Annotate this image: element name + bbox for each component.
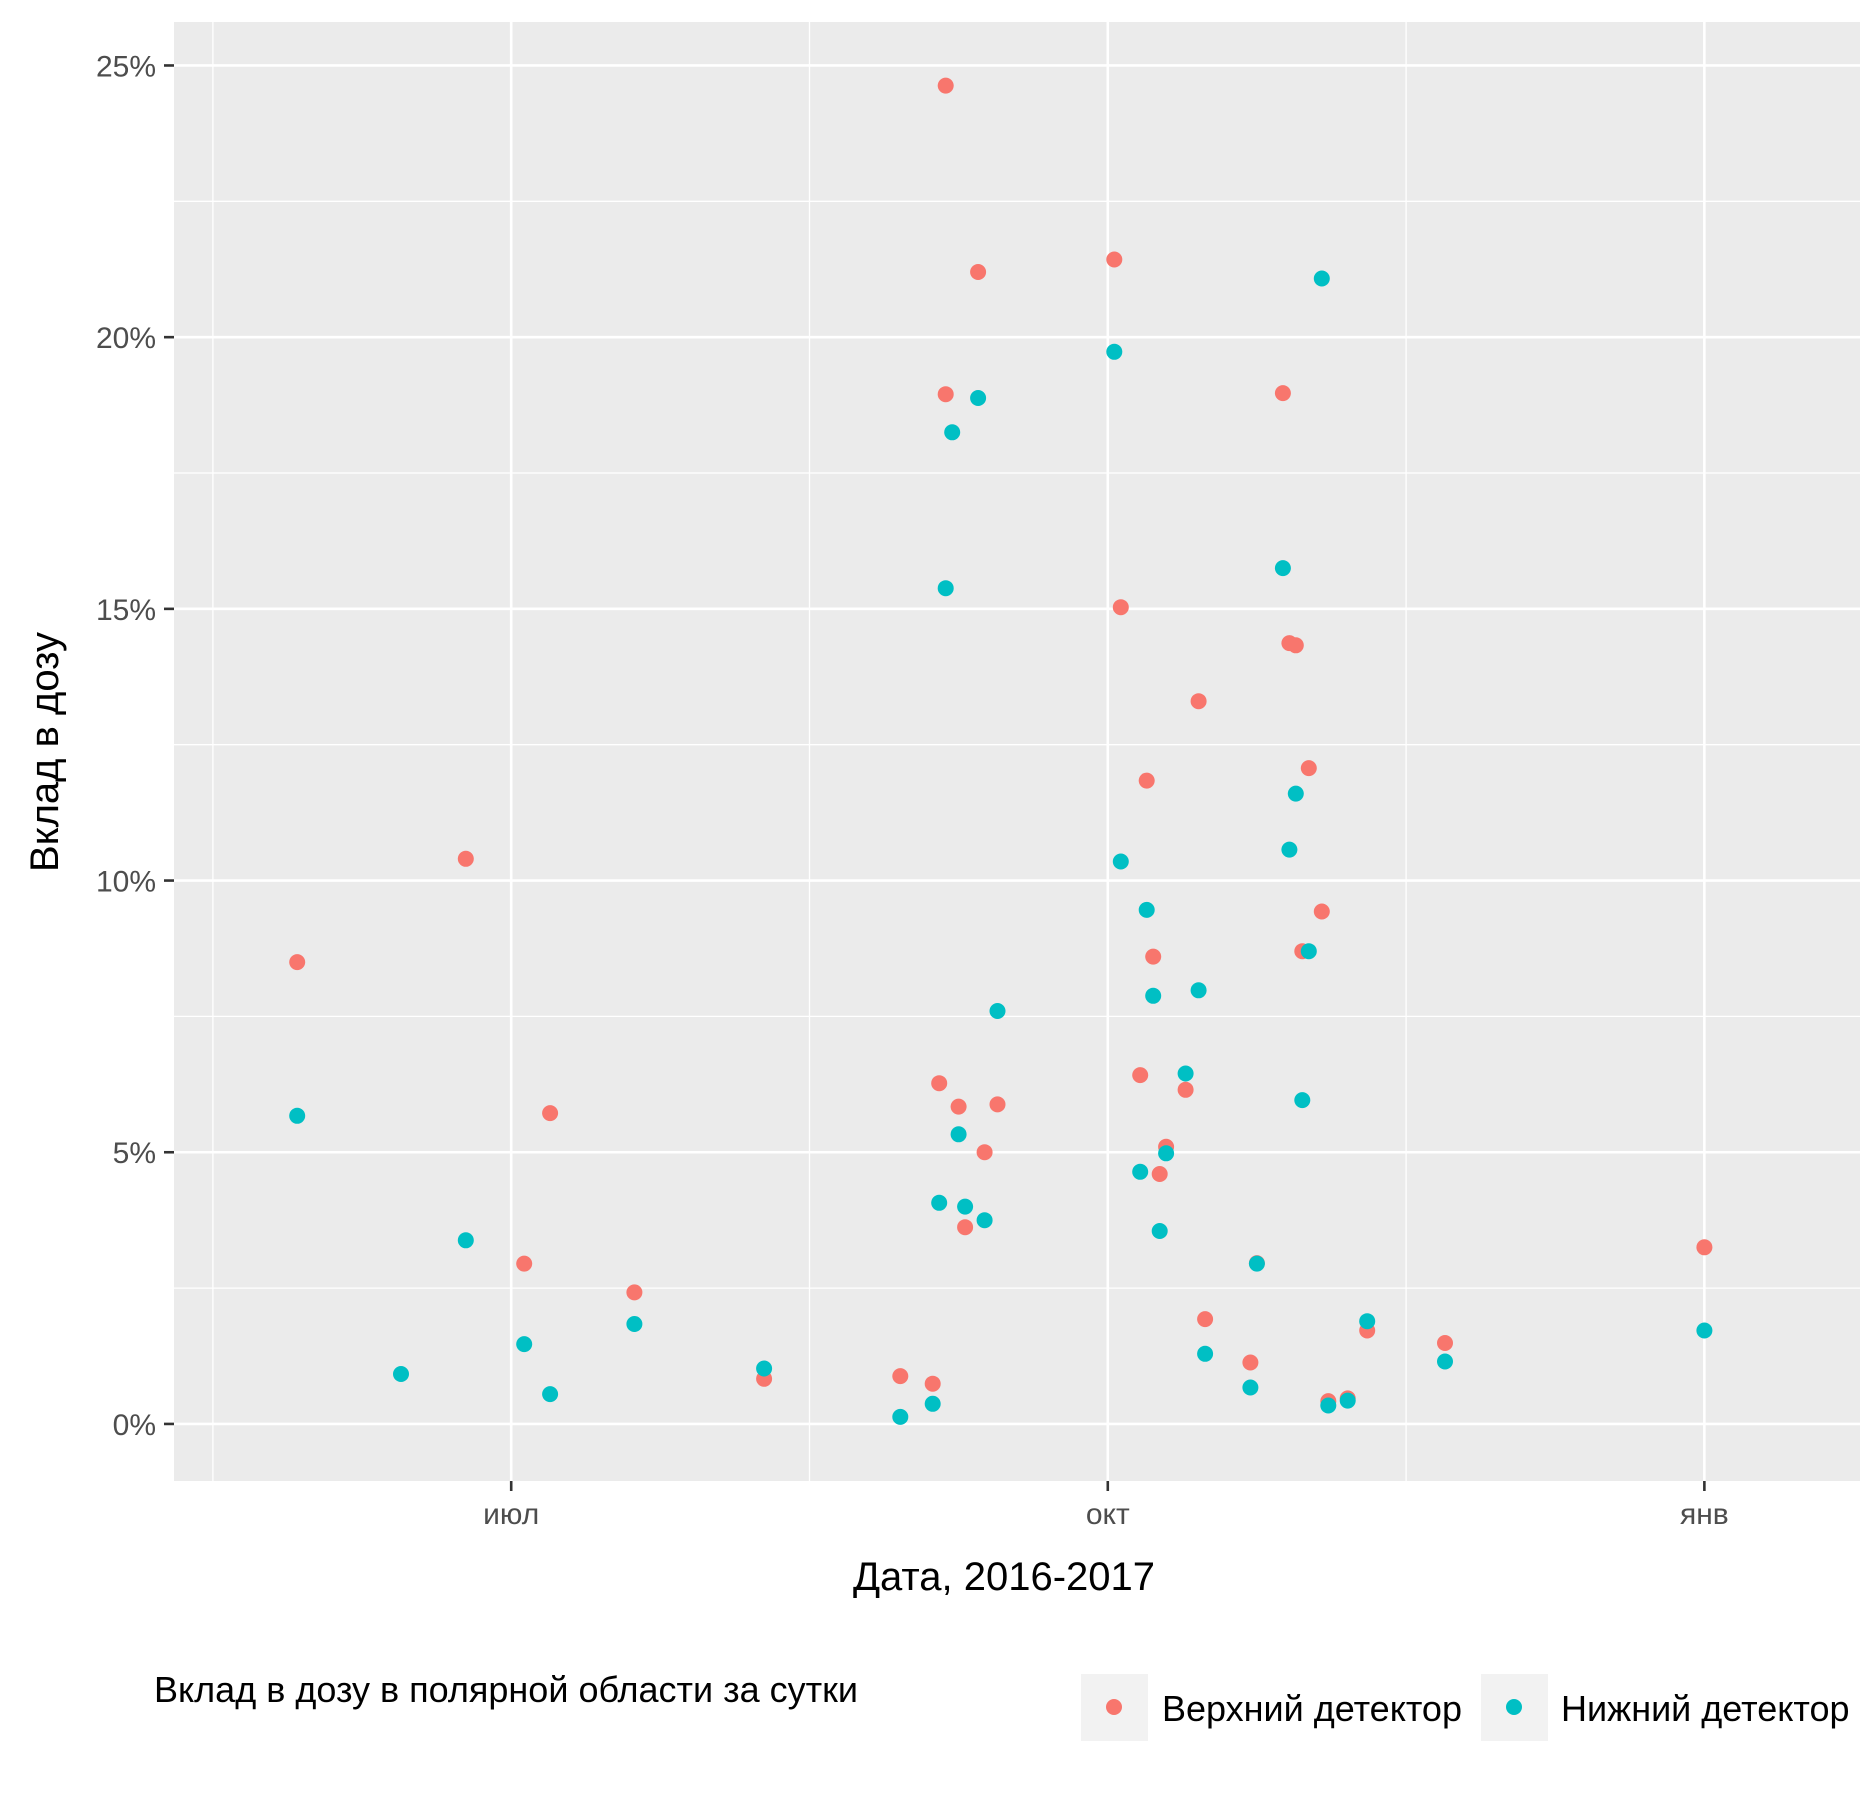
data-point-lower-detector — [1313, 270, 1330, 287]
data-point-upper-detector — [892, 1368, 909, 1385]
y-tick-label: 5% — [113, 1137, 156, 1170]
data-point-upper-detector — [1132, 1067, 1149, 1084]
data-point-lower-detector — [1696, 1322, 1713, 1339]
data-point-upper-detector — [1177, 1081, 1194, 1098]
x-tick-label: окт — [1086, 1498, 1130, 1531]
y-tick-label: 25% — [96, 50, 156, 83]
data-point-lower-detector — [1274, 560, 1291, 577]
data-point-lower-detector — [1145, 987, 1162, 1004]
data-point-lower-detector — [944, 424, 961, 441]
data-point-lower-detector — [1132, 1163, 1149, 1180]
data-point-upper-detector — [289, 954, 306, 971]
data-point-upper-detector — [957, 1219, 974, 1236]
data-point-lower-detector — [1138, 901, 1155, 918]
data-point-upper-detector — [1437, 1335, 1453, 1351]
data-point-upper-detector — [937, 386, 954, 403]
data-point-upper-detector — [1274, 385, 1291, 402]
data-point-upper-detector — [1112, 599, 1129, 616]
x-axis-title: Дата, 2016-2017 — [853, 1555, 1155, 1599]
x-tick-label: июл — [483, 1498, 539, 1531]
data-point-lower-detector — [1287, 785, 1304, 802]
data-point-upper-detector — [457, 850, 474, 867]
data-point-lower-detector — [976, 1212, 993, 1229]
data-point-lower-detector — [1158, 1145, 1175, 1162]
data-point-upper-detector — [1151, 1166, 1168, 1182]
data-point-upper-detector — [976, 1144, 993, 1161]
data-point-lower-detector — [950, 1126, 967, 1143]
data-point-lower-detector — [1177, 1065, 1194, 1082]
y-tick-label: 0% — [113, 1409, 156, 1442]
data-point-lower-detector — [1151, 1223, 1168, 1239]
data-point-lower-detector — [626, 1316, 643, 1332]
data-point-upper-detector — [937, 77, 954, 94]
data-point-lower-detector — [289, 1107, 306, 1124]
data-point-lower-detector — [1320, 1397, 1337, 1414]
data-point-lower-detector — [989, 1003, 1006, 1019]
data-point-lower-detector — [1112, 853, 1129, 870]
data-point-lower-detector — [957, 1198, 974, 1215]
data-point-upper-detector — [950, 1098, 967, 1115]
data-point-lower-detector — [1300, 943, 1317, 960]
data-point-lower-detector — [970, 390, 987, 406]
data-point-upper-detector — [626, 1284, 643, 1301]
data-point-upper-detector — [1300, 760, 1317, 777]
data-points — [289, 77, 1713, 1425]
data-point-lower-detector — [931, 1194, 948, 1211]
data-point-upper-detector — [931, 1075, 948, 1092]
legend-key-upper-detector — [1106, 1699, 1122, 1715]
data-point-lower-detector — [1106, 343, 1123, 360]
data-point-upper-detector — [1190, 693, 1207, 710]
data-point-upper-detector — [1145, 948, 1162, 965]
y-tick-label: 20% — [96, 322, 156, 355]
data-point-upper-detector — [1242, 1354, 1259, 1371]
data-point-lower-detector — [1294, 1092, 1311, 1109]
plot-panel — [174, 22, 1860, 1481]
data-point-lower-detector — [892, 1408, 909, 1425]
data-point-upper-detector — [1287, 637, 1304, 654]
data-point-lower-detector — [1197, 1345, 1214, 1362]
minor-gridlines — [174, 22, 1860, 1481]
legend: Вклад в дозу в полярной области за сутки… — [154, 1669, 1850, 1741]
data-point-lower-detector — [756, 1360, 773, 1377]
major-gridlines — [174, 22, 1860, 1481]
data-point-lower-detector — [516, 1336, 533, 1353]
y-tick-label: 10% — [96, 866, 156, 899]
data-point-lower-detector — [1437, 1353, 1453, 1370]
data-point-lower-detector — [1339, 1392, 1356, 1409]
data-point-upper-detector — [924, 1375, 941, 1392]
legend-title: Вклад в дозу в полярной области за сутки — [154, 1669, 858, 1710]
axes: 0% 5% 10% 15% 20% 25% июл окт янв — [96, 50, 1729, 1531]
x-tick-label: янв — [1680, 1498, 1729, 1531]
data-point-upper-detector — [1106, 251, 1123, 268]
data-point-upper-detector — [1696, 1239, 1713, 1256]
data-point-lower-detector — [542, 1386, 559, 1403]
data-point-lower-detector — [1359, 1313, 1376, 1330]
data-point-lower-detector — [924, 1395, 941, 1412]
data-point-lower-detector — [1242, 1379, 1259, 1396]
data-point-lower-detector — [393, 1366, 409, 1382]
data-point-lower-detector — [457, 1232, 474, 1249]
data-point-upper-detector — [970, 264, 987, 280]
data-point-lower-detector — [1248, 1255, 1265, 1272]
data-point-upper-detector — [542, 1105, 559, 1122]
data-point-upper-detector — [1138, 772, 1155, 789]
y-axis-title: Вклад в дозу — [23, 632, 67, 872]
data-point-lower-detector — [937, 580, 954, 597]
legend-label-upper-detector: Верхний детектор — [1162, 1688, 1462, 1729]
data-point-upper-detector — [516, 1255, 533, 1272]
data-point-lower-detector — [1281, 841, 1298, 858]
data-point-upper-detector — [1313, 903, 1330, 920]
data-point-upper-detector — [989, 1096, 1006, 1113]
data-point-lower-detector — [1190, 982, 1207, 999]
legend-key-lower-detector — [1506, 1699, 1522, 1715]
data-point-upper-detector — [1197, 1311, 1214, 1328]
y-tick-label: 15% — [96, 594, 156, 627]
legend-label-lower-detector: Нижний детектор — [1561, 1688, 1850, 1729]
